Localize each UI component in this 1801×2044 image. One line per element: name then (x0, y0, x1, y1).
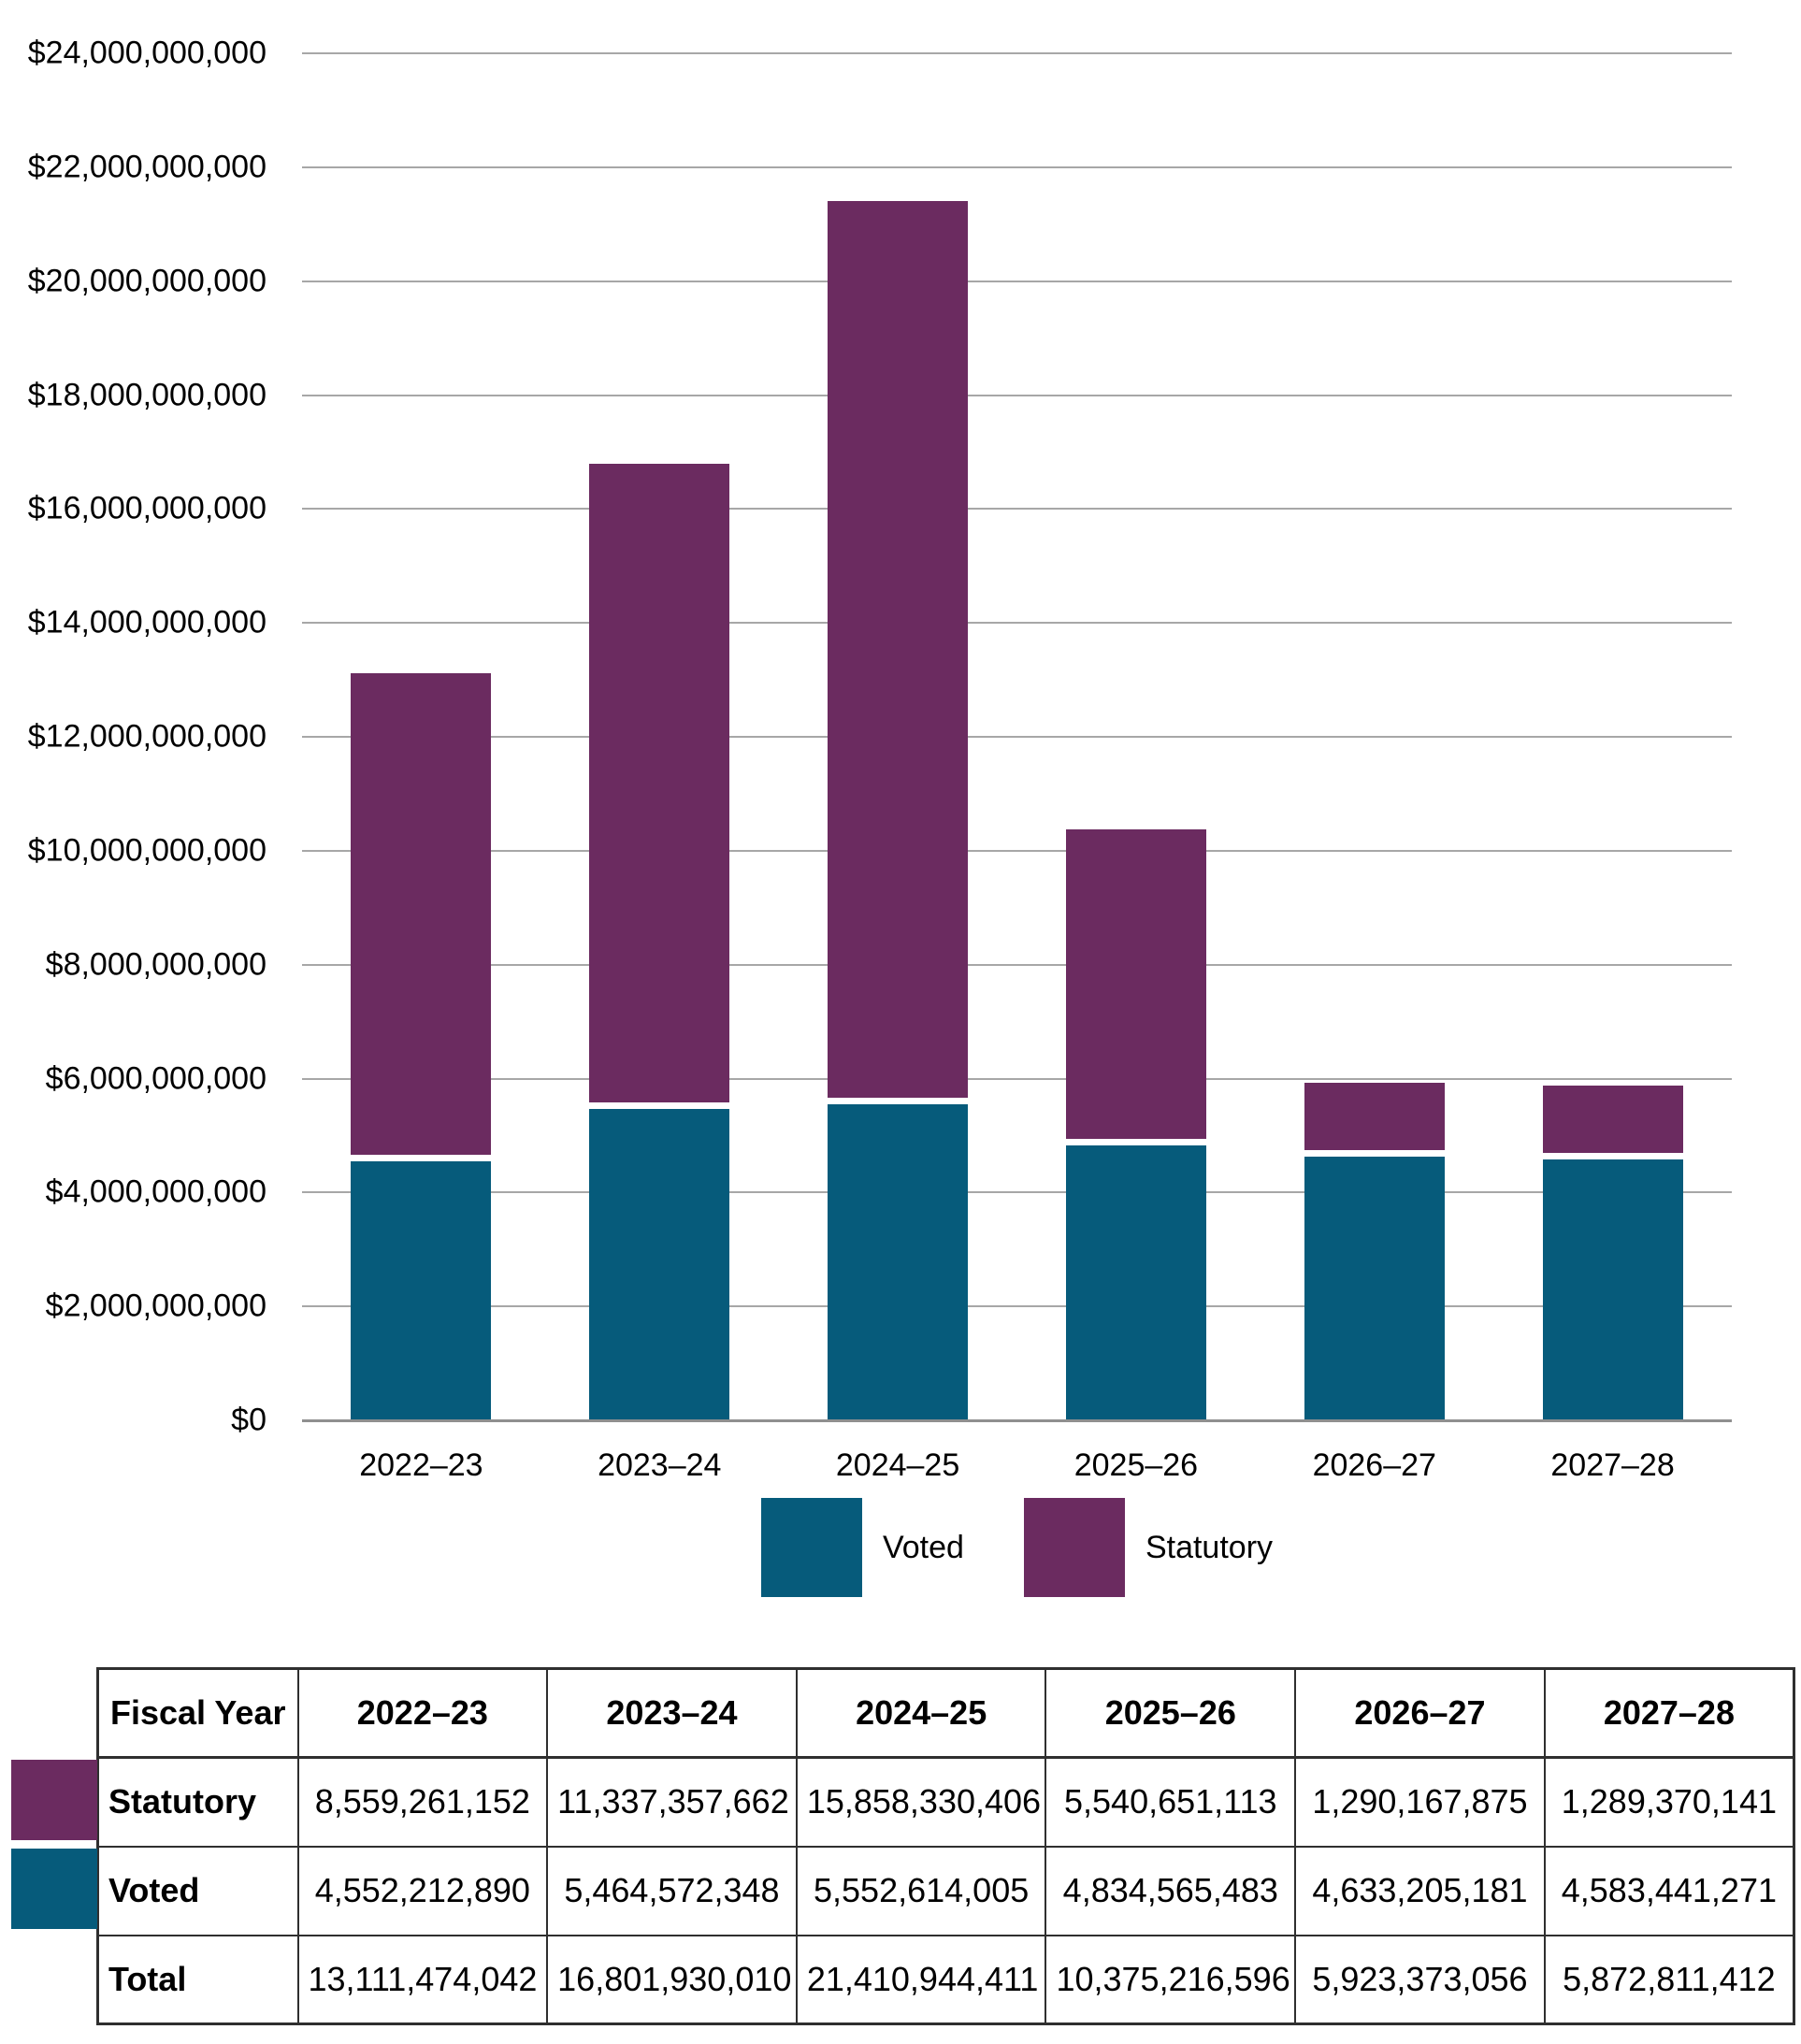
y-axis-labels: $0 $2,000,000,000 $4,000,000,000 $6,000,000… (0, 36, 267, 1438)
legend-swatch-voted (760, 1498, 862, 1597)
table-header-row: Fiscal Year 2022–23 2023–24 2024–25 2025–26 2… (96, 1667, 1795, 1759)
table-header-cell: 2026–27 (1294, 1667, 1546, 1759)
table-header-cell: 2027–28 (1543, 1667, 1795, 1759)
bar-segment-voted-2023-24 (589, 1109, 730, 1420)
gridline--16-000-000-000 (302, 508, 1732, 511)
gridline--0 (302, 1419, 1732, 1422)
table-header-cell: 2025–26 (1045, 1667, 1297, 1759)
x-tick-label-2027-28: 2027–28 (1550, 1447, 1675, 1483)
table-cell: 16,801,930,010 (546, 1934, 798, 2025)
bar-2025-26 (1065, 828, 1206, 1420)
bar-segment-voted-2025-26 (1065, 1144, 1206, 1420)
y-tick-label: $24,000,000,000 (27, 35, 267, 71)
table-cell: 5,872,811,412 (1543, 1934, 1795, 2025)
gridline--12-000-000-000 (302, 736, 1732, 738)
table-cell: 5,464,572,348 (546, 1845, 798, 1936)
gridline--6-000-000-000 (302, 1077, 1732, 1080)
table-cell: 21,410,944,411 (795, 1934, 1047, 2025)
table-cell: 15,858,330,406 (795, 1756, 1047, 1848)
y-tick-label: $12,000,000,000 (27, 718, 267, 755)
bar-segment-voted-2022-23 (351, 1160, 492, 1420)
bar-segment-voted-2024-25 (828, 1103, 969, 1420)
x-tick-label-2023-24: 2023–24 (598, 1447, 722, 1483)
y-tick-label: $16,000,000,000 (27, 490, 267, 526)
table-row-swatch-statutory (11, 1760, 97, 1840)
table-row-total: Total 13,111,474,042 16,801,930,010 21,410,… (96, 1934, 1795, 2025)
x-tick-label-2024-25: 2024–25 (835, 1447, 960, 1483)
bar-2026-27 (1304, 1083, 1445, 1420)
bar-segment-statutory-2023-24 (589, 463, 730, 1103)
table-cell: 13,111,474,042 (296, 1934, 549, 2025)
table-row-swatch-voted (11, 1849, 97, 1929)
table-cell: 5,540,651,113 (1045, 1756, 1297, 1848)
gridline--22-000-000-000 (302, 166, 1732, 168)
x-tick-label-2025-26: 2025–26 (1073, 1447, 1199, 1483)
table-cell: 10,375,216,596 (1045, 1934, 1297, 2025)
row-label-statutory: Statutory (96, 1756, 299, 1848)
table-cell: 8,559,261,152 (296, 1756, 549, 1848)
y-tick-label: $8,000,000,000 (45, 946, 267, 983)
y-tick-label: $18,000,000,000 (27, 377, 267, 412)
y-tick-label: $10,000,000,000 (27, 832, 267, 869)
row-label-total: Total (96, 1934, 299, 2025)
x-axis-labels: 2022–23 2023–24 2024–25 2025–26 2026–27 2027–… (302, 1447, 1732, 1489)
y-tick-label: $6,000,000,000 (45, 1060, 267, 1096)
bar-segment-voted-2026-27 (1304, 1156, 1445, 1420)
bar-2022-23 (351, 673, 492, 1420)
legend-swatch-statutory (1023, 1498, 1125, 1597)
bar-segment-statutory-2027-28 (1542, 1086, 1683, 1153)
y-tick-label: $14,000,000,000 (27, 604, 267, 641)
gridline--10-000-000-000 (302, 849, 1732, 852)
table-cell: 4,633,205,181 (1294, 1845, 1546, 1936)
table-cell: 5,552,614,005 (795, 1845, 1047, 1936)
table-cell: 11,337,357,662 (546, 1756, 798, 1848)
table-header-cell: 2023–24 (546, 1667, 798, 1759)
y-tick-label: $22,000,000,000 (27, 149, 267, 185)
gridline--8-000-000-000 (302, 963, 1732, 966)
table-row-statutory: Statutory 8,559,261,152 11,337,357,662 15,8… (96, 1756, 1795, 1848)
y-tick-label: $4,000,000,000 (45, 1173, 267, 1210)
x-tick-label-2022-23: 2022–23 (359, 1447, 483, 1483)
table-row-voted: Voted 4,552,212,890 5,464,572,348 5,552,614… (96, 1845, 1795, 1936)
gridline--2-000-000-000 (302, 1305, 1732, 1308)
table-cell: 4,834,565,483 (1045, 1845, 1297, 1936)
gridline--4-000-000-000 (302, 1191, 1732, 1194)
row-label-voted: Voted (96, 1845, 299, 1936)
gridline--18-000-000-000 (302, 394, 1732, 396)
bar-segment-statutory-2022-23 (351, 673, 492, 1155)
plot-area (302, 52, 1732, 1422)
table-cell: 1,290,167,875 (1294, 1756, 1546, 1848)
gridline--20-000-000-000 (302, 280, 1732, 282)
table-header-cell: 2022–23 (296, 1667, 549, 1759)
data-table-section: Fiscal Year 2022–23 2023–24 2024–25 2025–26 2… (0, 1664, 1801, 2038)
bar-2027-28 (1542, 1086, 1683, 1420)
y-tick-label: $20,000,000,000 (27, 263, 267, 299)
table-cell: 5,923,373,056 (1294, 1934, 1546, 2025)
table-cell: 4,583,441,271 (1543, 1845, 1795, 1936)
legend-item-statutory: Statutory (1023, 1498, 1274, 1597)
bar-segment-statutory-2025-26 (1065, 828, 1206, 1139)
table-cell: 1,289,370,141 (1543, 1756, 1795, 1848)
table-header-cell: Fiscal Year (96, 1667, 299, 1759)
legend-item-voted: Voted (760, 1498, 964, 1597)
y-tick-label: $2,000,000,000 (45, 1288, 267, 1324)
x-tick-label-2026-27: 2026–27 (1312, 1447, 1436, 1483)
gridline--24-000-000-000 (302, 52, 1732, 54)
gridline--14-000-000-000 (302, 622, 1732, 625)
bar-2023-24 (589, 463, 730, 1420)
bar-segment-statutory-2026-27 (1304, 1083, 1445, 1150)
y-tick-label: $0 (231, 1402, 267, 1438)
chart-legend: Voted Statutory (302, 1496, 1732, 1599)
table-header-cell: 2024–25 (795, 1667, 1047, 1759)
legend-label: Statutory (1145, 1529, 1274, 1565)
table-cell: 4,552,212,890 (296, 1845, 549, 1936)
data-table: Fiscal Year 2022–23 2023–24 2024–25 2025–26 2… (96, 1667, 1795, 2025)
bar-segment-statutory-2024-25 (828, 200, 969, 1098)
bar-segment-voted-2027-28 (1542, 1159, 1683, 1420)
legend-label: Voted (882, 1529, 964, 1565)
bar-2024-25 (828, 200, 969, 1420)
